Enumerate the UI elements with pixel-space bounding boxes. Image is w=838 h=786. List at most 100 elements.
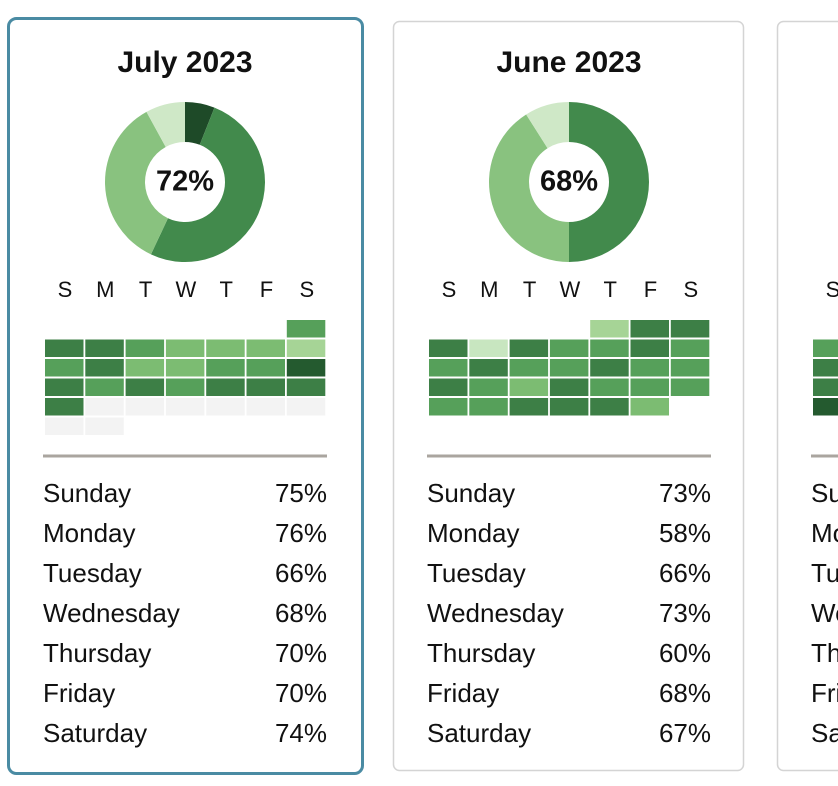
weekday-letter: S [442, 277, 457, 302]
day-cell[interactable] [125, 339, 165, 358]
weekday-letter: F [644, 277, 657, 302]
weekday-percent: 60% [659, 638, 711, 668]
day-cell[interactable] [469, 339, 508, 358]
day-cell[interactable] [125, 378, 165, 397]
day-cell[interactable] [590, 320, 629, 338]
day-cell[interactable] [85, 417, 124, 436]
weekday-name: Tuesday [427, 558, 526, 588]
day-cell[interactable] [549, 339, 589, 358]
weekday-name: Friday [427, 678, 499, 708]
day-cell[interactable] [206, 359, 245, 377]
day-cell[interactable] [246, 398, 286, 416]
day-cell[interactable] [813, 359, 838, 377]
weekday-percent: 70% [275, 678, 327, 708]
weekday-letter: S [58, 277, 73, 302]
day-cell[interactable] [590, 359, 629, 377]
day-cell[interactable] [429, 398, 468, 416]
weekday-name: Thursday [811, 638, 838, 668]
day-cell[interactable] [630, 339, 670, 358]
day-cell[interactable] [206, 398, 245, 416]
day-cell[interactable] [469, 398, 508, 416]
weekday-letter: F [260, 277, 273, 302]
day-cell[interactable] [590, 398, 629, 416]
day-cell[interactable] [45, 417, 84, 436]
day-cell[interactable] [45, 398, 84, 416]
day-cell[interactable] [125, 359, 165, 377]
day-cell[interactable] [549, 398, 589, 416]
day-cell[interactable] [165, 398, 205, 416]
month-card[interactable] [776, 20, 838, 772]
day-cell[interactable] [813, 398, 838, 416]
day-cell[interactable] [125, 398, 165, 416]
weekday-name: Monday [427, 518, 520, 548]
day-cell[interactable] [509, 359, 549, 377]
weekday-name: Sunday [43, 478, 131, 508]
weekday-name: Wednesday [427, 598, 564, 628]
weekday-percent: 66% [275, 558, 327, 588]
day-cell[interactable] [165, 339, 205, 358]
day-cell[interactable] [85, 359, 124, 377]
month-title: July 2023 [117, 46, 252, 79]
month-title: June 2023 [496, 46, 641, 79]
day-cell[interactable] [45, 378, 84, 397]
day-cell[interactable] [165, 378, 205, 397]
day-cell[interactable] [509, 339, 549, 358]
day-cell[interactable] [429, 359, 468, 377]
day-cell[interactable] [286, 320, 326, 338]
day-cell[interactable] [45, 359, 84, 377]
day-cell[interactable] [549, 378, 589, 397]
day-cell[interactable] [286, 398, 326, 416]
weekday-letter: W [560, 277, 581, 302]
day-cell[interactable] [286, 339, 326, 358]
day-cell[interactable] [429, 339, 468, 358]
day-cell[interactable] [429, 378, 468, 397]
day-cell[interactable] [630, 359, 670, 377]
day-cell[interactable] [630, 320, 670, 338]
day-cell[interactable] [590, 339, 629, 358]
day-cell[interactable] [630, 378, 670, 397]
day-cell[interactable] [85, 378, 124, 397]
day-cell[interactable] [469, 359, 508, 377]
day-cell[interactable] [509, 378, 549, 397]
day-cell[interactable] [509, 398, 549, 416]
day-cell[interactable] [206, 378, 245, 397]
day-cell[interactable] [45, 339, 84, 358]
day-cell[interactable] [206, 339, 245, 358]
day-cell[interactable] [670, 359, 710, 377]
day-cell[interactable] [590, 378, 629, 397]
weekday-name: Thursday [427, 638, 535, 668]
weekday-percent: 68% [275, 598, 327, 628]
day-cell[interactable] [246, 339, 286, 358]
donut-segment [146, 102, 185, 147]
weekday-name: Monday [43, 518, 136, 548]
weekday-name: Tuesday [43, 558, 142, 588]
day-cell[interactable] [469, 378, 508, 397]
weekday-letter: S [299, 277, 314, 302]
weekday-percent: 68% [659, 678, 711, 708]
day-cell[interactable] [670, 378, 710, 397]
day-cell[interactable] [630, 398, 670, 416]
weekday-letter: M [480, 277, 498, 302]
day-cell[interactable] [549, 359, 589, 377]
weekday-name: Saturday [427, 718, 531, 748]
day-cell[interactable] [246, 359, 286, 377]
weekday-letter: S [683, 277, 698, 302]
day-cell[interactable] [165, 359, 205, 377]
weekday-letter: S [826, 277, 838, 302]
day-cell[interactable] [670, 320, 710, 338]
day-cell[interactable] [670, 339, 710, 358]
day-cell[interactable] [85, 398, 124, 416]
donut-segment [150, 107, 265, 262]
weekday-name: Friday [43, 678, 115, 708]
weekday-percent: 73% [659, 478, 711, 508]
weekday-name: Saturday [811, 718, 838, 748]
weekday-letter: M [96, 277, 114, 302]
day-cell[interactable] [813, 339, 838, 358]
day-cell[interactable] [813, 378, 838, 397]
weekday-name: Sunday [811, 478, 838, 508]
day-cell[interactable] [85, 339, 124, 358]
day-cell[interactable] [246, 378, 286, 397]
weekday-name: Wednesday [43, 598, 180, 628]
day-cell[interactable] [286, 378, 326, 397]
day-cell[interactable] [286, 359, 326, 377]
